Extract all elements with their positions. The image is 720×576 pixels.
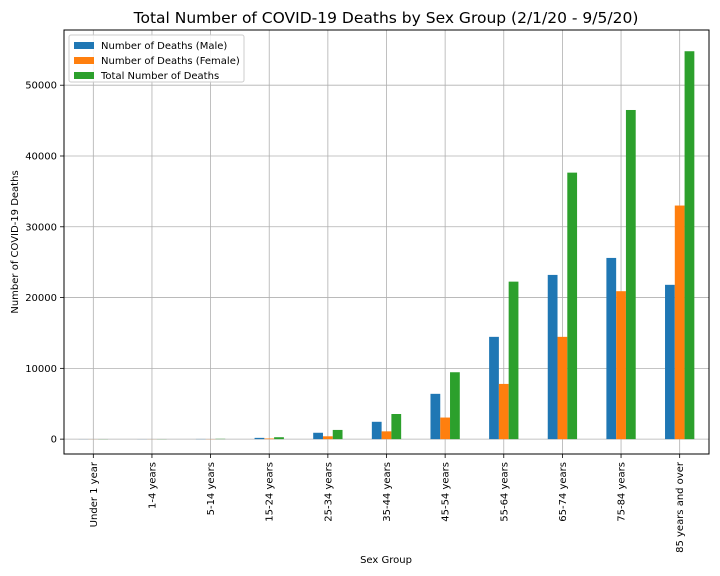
x-tick-label: Under 1 year	[89, 461, 100, 527]
bar	[674, 205, 685, 440]
x-axis-ticks: Under 1 year 1-4 years 5-14 years 15-24 yea…	[89, 454, 686, 553]
bar	[489, 336, 499, 440]
y-tick-label: 30000	[25, 222, 57, 233]
bar	[508, 281, 519, 440]
bar	[684, 51, 695, 440]
legend-swatch	[74, 57, 94, 64]
bar	[547, 274, 558, 440]
legend-entry: Number of Deaths (Male)	[101, 41, 227, 52]
y-axis-ticks: 0 10000 20000 30000 40000 50000	[25, 81, 64, 446]
legend: Number of Deaths (Male) Number of Deaths …	[68, 34, 245, 83]
bar	[254, 437, 265, 440]
x-tick-label: 65-74 years	[558, 462, 569, 522]
x-tick-label: 25-34 years	[323, 462, 334, 522]
bar	[440, 417, 451, 440]
chart-title: Total Number of COVID-19 Deaths by Sex G…	[133, 9, 639, 27]
x-tick-label: 45-54 years	[441, 462, 452, 522]
bar	[322, 436, 333, 440]
x-tick-label: 1-4 years	[147, 462, 158, 509]
bar	[313, 432, 323, 440]
bar	[450, 372, 460, 440]
bar	[557, 336, 568, 440]
legend-swatch	[74, 72, 94, 79]
legend-swatch	[74, 42, 94, 49]
bar	[332, 429, 343, 440]
x-tick-label: 75-84 years	[617, 462, 628, 522]
bars	[78, 51, 695, 440]
x-tick-label: 15-24 years	[265, 462, 276, 522]
bar	[616, 291, 626, 440]
bar	[264, 438, 275, 440]
y-tick-label: 50000	[25, 81, 57, 92]
bar	[274, 437, 284, 440]
x-tick-label: 85 years and over	[675, 461, 686, 553]
x-tick-label: 35-44 years	[382, 462, 393, 522]
bar	[567, 172, 578, 440]
y-tick-label: 0	[51, 435, 57, 446]
y-tick-label: 10000	[25, 364, 57, 375]
bar	[625, 109, 636, 440]
y-axis-label: Number of COVID-19 Deaths	[10, 170, 21, 313]
bar	[430, 393, 441, 440]
y-tick-label: 20000	[25, 293, 57, 304]
legend-entry: Number of Deaths (Female)	[101, 56, 240, 67]
bar	[665, 284, 675, 440]
x-tick-label: 5-14 years	[206, 462, 217, 515]
x-axis-label: Sex Group	[360, 555, 412, 566]
bar	[381, 431, 392, 440]
bar	[606, 257, 617, 440]
bar	[391, 414, 402, 440]
x-tick-label: 55-64 years	[499, 462, 510, 522]
bar	[498, 383, 509, 440]
grid-lines	[64, 30, 709, 454]
legend-entry: Total Number of Deaths	[100, 71, 219, 82]
bar	[371, 421, 382, 440]
y-tick-label: 40000	[25, 151, 57, 162]
legend-box	[68, 34, 245, 83]
